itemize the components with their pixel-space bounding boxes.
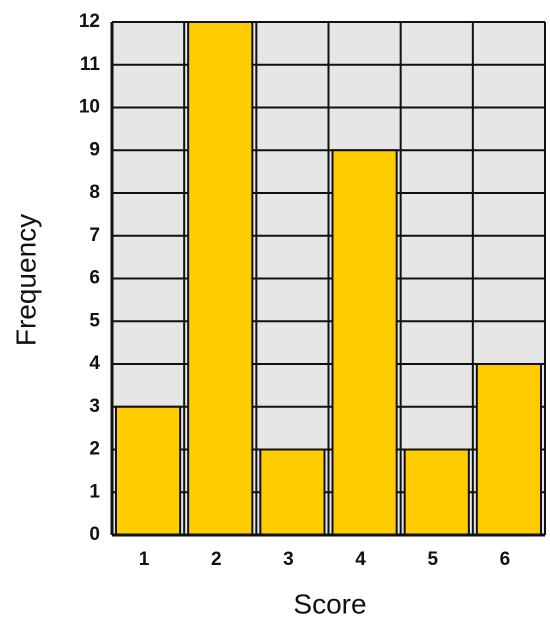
- y-tick-label: 1: [89, 481, 100, 502]
- x-tick-label: 2: [211, 549, 222, 570]
- bar: [475, 363, 543, 536]
- y-tick-label: 11: [80, 54, 101, 75]
- y-tick-label: 7: [89, 225, 100, 246]
- y-tick-label: 4: [89, 353, 100, 374]
- y-tick-label: 8: [89, 182, 100, 203]
- y-tick-label: 3: [89, 396, 100, 417]
- x-tick-label: 5: [427, 549, 438, 570]
- x-tick-label: 4: [355, 549, 366, 570]
- x-axis-label: Score: [293, 588, 366, 619]
- x-tick-label: 6: [500, 549, 511, 570]
- y-axis-label: Frequency: [10, 214, 41, 346]
- x-tick-label: 1: [139, 549, 150, 570]
- y-tick-label: 10: [79, 97, 100, 118]
- y-tick-label: 12: [79, 11, 100, 32]
- bar: [259, 448, 326, 536]
- y-tick-label: 2: [89, 439, 100, 460]
- bar: [115, 405, 182, 536]
- y-tick-label: 0: [89, 524, 100, 545]
- y-tick-label: 9: [89, 139, 100, 160]
- bar: [403, 448, 470, 536]
- bar: [331, 149, 398, 536]
- x-tick-label: 3: [283, 549, 294, 570]
- y-tick-label: 5: [89, 310, 100, 331]
- y-tick-label: 6: [89, 268, 100, 289]
- bar: [187, 21, 254, 536]
